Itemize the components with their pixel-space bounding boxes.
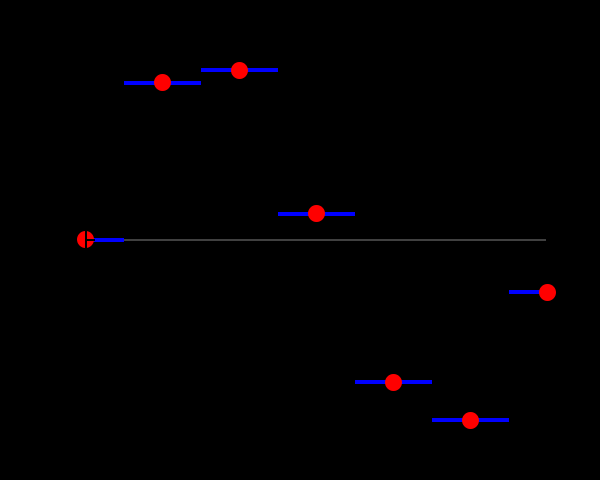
error-bar: [86, 237, 124, 242]
axis-tick-stub: [86, 239, 95, 241]
error-bar: [509, 290, 546, 294]
data-point: [231, 61, 248, 79]
data-point: [308, 205, 325, 222]
data-point: [539, 283, 556, 301]
data-point: [154, 74, 171, 91]
zero-reference-line: [86, 238, 546, 241]
data-point: [462, 411, 479, 429]
data-point: [385, 373, 402, 391]
